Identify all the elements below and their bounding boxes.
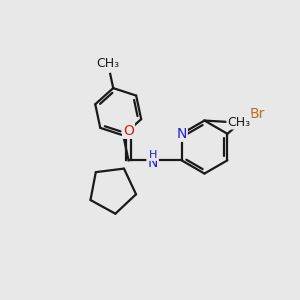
Text: N: N bbox=[148, 156, 158, 170]
Text: CH₃: CH₃ bbox=[96, 57, 119, 70]
Text: CH₃: CH₃ bbox=[227, 116, 250, 128]
Text: H: H bbox=[148, 150, 157, 160]
Text: Br: Br bbox=[249, 107, 265, 121]
Text: N: N bbox=[176, 127, 187, 141]
Text: O: O bbox=[123, 124, 134, 138]
